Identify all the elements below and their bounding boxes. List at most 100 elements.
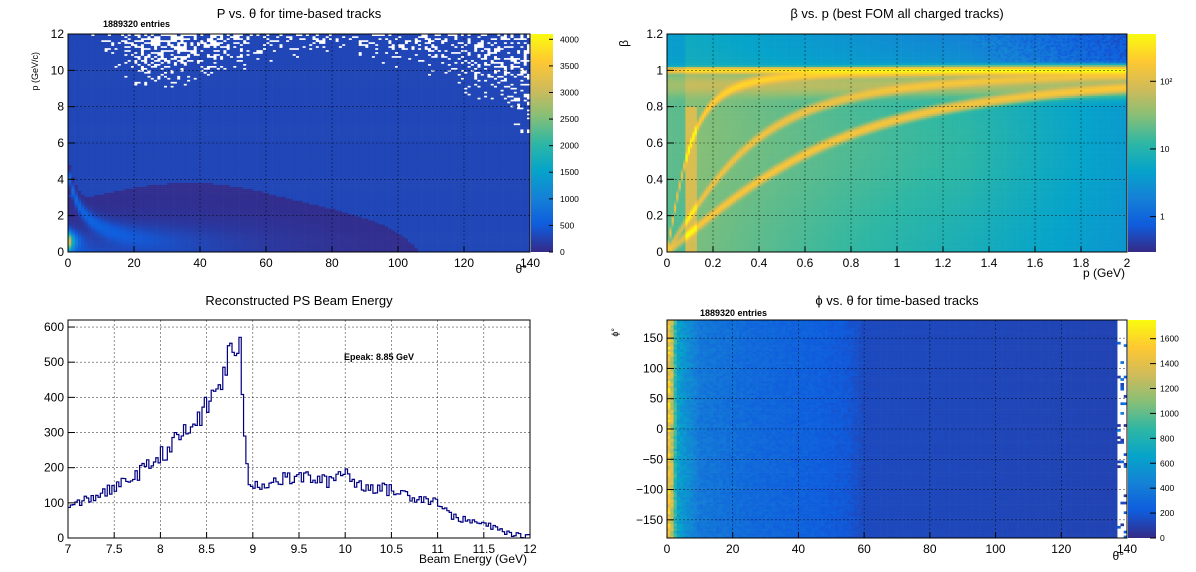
heatmap-cell [68, 125, 72, 128]
heatmap-cell [186, 141, 191, 144]
heatmap-cell [68, 166, 72, 170]
heatmap-cell [124, 144, 128, 148]
heatmap-cell [140, 250, 145, 252]
heatmap-cell [127, 238, 131, 241]
heatmap-cell [180, 208, 184, 211]
heatmap-cell [94, 77, 98, 80]
heatmap-cell [186, 129, 191, 132]
heatmap-cell [147, 240, 151, 243]
heatmap-cell [137, 139, 141, 142]
heatmap-cell [114, 162, 118, 166]
heatmap-cell [219, 200, 224, 203]
heatmap-cell [94, 200, 98, 203]
heatmap-cell [200, 45, 204, 49]
heatmap-cell [101, 196, 105, 199]
heatmap-cell [153, 160, 158, 164]
heatmap-cell [186, 216, 191, 219]
heatmap-cell [163, 176, 168, 179]
heatmap-cell [223, 186, 227, 189]
heatmap-cell [176, 224, 181, 227]
heatmap-cell [223, 57, 227, 61]
heatmap-cell [97, 240, 102, 243]
heatmap-cell [170, 63, 174, 67]
heatmap-cell [157, 119, 161, 122]
heatmap-cell [127, 172, 131, 176]
heatmap-cell [127, 202, 131, 205]
heatmap-cell [137, 152, 141, 156]
heatmap-cell [206, 174, 211, 177]
heatmap-cell [196, 244, 201, 247]
heatmap-cell [203, 55, 207, 59]
heatmap-cell [190, 238, 194, 241]
heatmap-cell [213, 81, 217, 84]
heatmap-cell [173, 71, 178, 74]
heatmap-cell [127, 242, 131, 245]
heatmap-cell [87, 131, 92, 134]
heatmap-cell [163, 131, 168, 134]
heatmap-cell [77, 113, 82, 116]
heatmap-cell [107, 156, 112, 160]
heatmap-cell [223, 224, 227, 227]
heatmap-cell [190, 158, 194, 162]
heatmap-cell [193, 93, 197, 96]
heatmap-cell [170, 148, 174, 152]
heatmap-cell [203, 35, 207, 39]
heatmap-cell [176, 244, 181, 247]
heatmap-cell [209, 133, 214, 136]
heatmap-cell [104, 162, 108, 166]
heatmap-cell [87, 216, 92, 219]
heatmap-cell [203, 202, 207, 205]
heatmap-cell [117, 71, 122, 74]
heatmap-cell [94, 85, 98, 88]
heatmap-cell [206, 69, 211, 72]
heatmap-cell [183, 123, 188, 126]
heatmap-cell [183, 148, 188, 152]
heatmap-cell [176, 143, 181, 146]
heatmap-cell [219, 216, 224, 219]
heatmap-cell [101, 77, 105, 80]
heatmap-cell [160, 135, 164, 138]
heatmap-cell [186, 152, 191, 156]
heatmap-cell [84, 95, 89, 98]
heatmap-cell [206, 178, 211, 181]
heatmap-cell [110, 49, 115, 53]
heatmap-cell [193, 176, 197, 179]
heatmap-cell [87, 154, 92, 158]
heatmap-cell [97, 57, 102, 61]
heatmap-cell [203, 57, 207, 61]
heatmap-cell [216, 198, 221, 201]
heatmap-cell [81, 216, 85, 219]
heatmap-cell [216, 103, 221, 106]
heatmap-cell [167, 121, 171, 124]
heatmap-cell [77, 158, 82, 162]
heatmap-cell [107, 89, 112, 92]
heatmap-cell [97, 43, 102, 47]
heatmap-cell [130, 57, 135, 61]
heatmap-cell [127, 194, 131, 197]
heatmap-cell [130, 121, 135, 124]
heatmap-cell [114, 99, 118, 102]
heatmap-cell [127, 208, 131, 211]
heatmap-cell [143, 240, 148, 243]
heatmap-cell [183, 135, 188, 138]
heatmap-cell [213, 51, 217, 55]
heatmap-cell [130, 188, 135, 191]
heatmap-cell [209, 125, 214, 128]
heatmap-cell [77, 127, 82, 130]
heatmap-cell [143, 51, 148, 55]
heatmap-cell [176, 125, 181, 128]
heatmap-cell [176, 166, 181, 170]
heatmap-cell [77, 166, 82, 170]
heatmap-cell [87, 190, 92, 193]
heatmap-cell [117, 180, 122, 183]
heatmap-cell [101, 35, 105, 39]
heatmap-cell [193, 43, 197, 47]
heatmap-cell [104, 121, 108, 124]
heatmap-cell [94, 170, 98, 174]
heatmap-cell [163, 73, 168, 76]
heatmap-cell [91, 220, 95, 223]
heatmap-cell [203, 194, 207, 197]
heatmap-cell [173, 162, 178, 166]
heatmap-cell [114, 81, 118, 84]
heatmap-cell [81, 200, 85, 203]
